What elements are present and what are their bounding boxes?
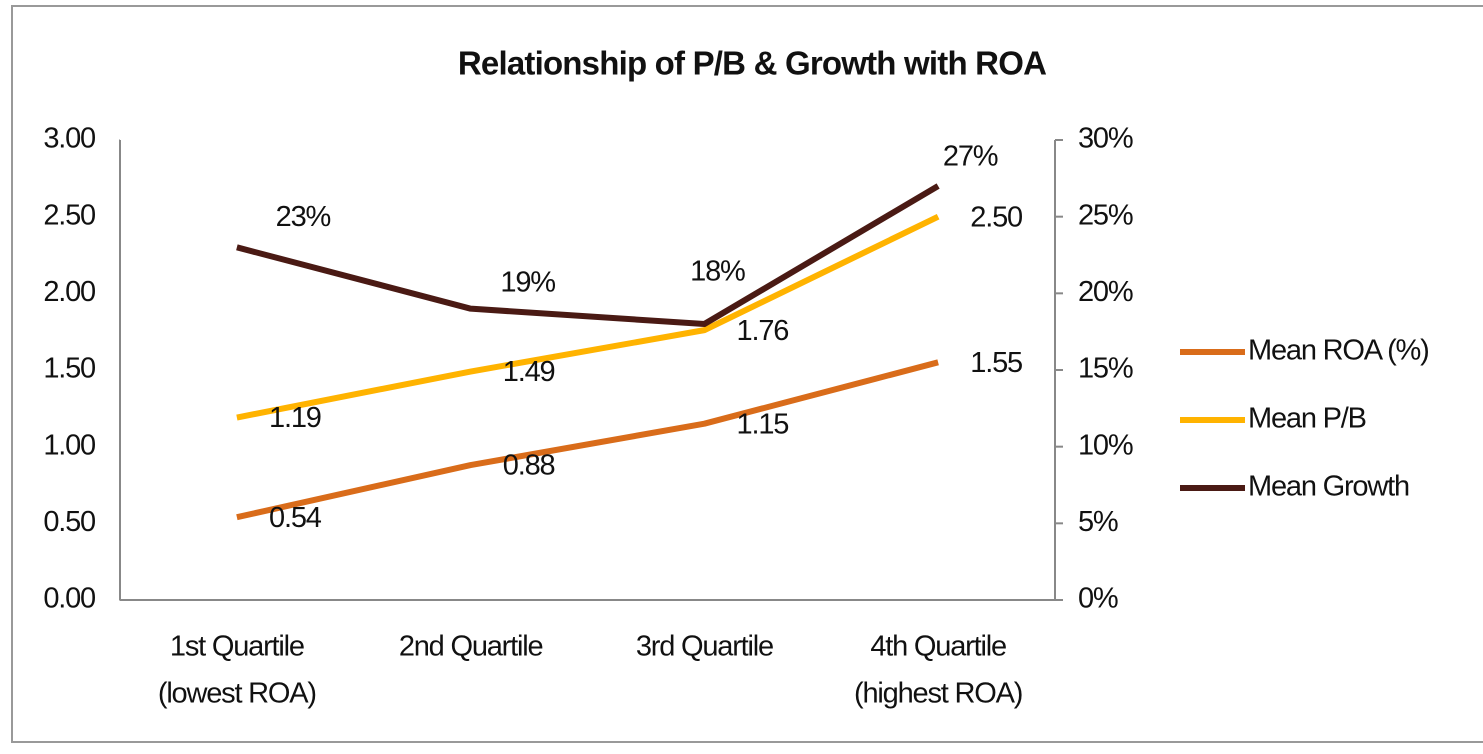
series-line — [236, 359, 939, 521]
data-label: 1.55 — [970, 347, 1022, 379]
chart-title: Relationship of P/B & Growth with ROA — [458, 45, 1046, 82]
y2-tick-label: 25% — [1078, 199, 1133, 231]
data-label: 18% — [690, 256, 745, 288]
y2-tick-label: 30% — [1078, 123, 1133, 155]
chart-frame — [11, 5, 1483, 743]
series-line — [236, 183, 940, 327]
x-tick-label: 2nd Quartile — [399, 631, 543, 663]
data-label: 19% — [500, 266, 555, 298]
y-tick-label: 1.00 — [43, 429, 95, 461]
y2-tick-label: 10% — [1078, 429, 1133, 461]
data-label: 1.19 — [269, 402, 321, 434]
legend-label: Mean Growth — [1248, 471, 1409, 503]
y2-tick-label: 20% — [1078, 276, 1133, 308]
x-tick-label: 3rd Quartile — [636, 631, 773, 663]
x-tick-label: (highest ROA) — [854, 678, 1022, 710]
data-label: 1.49 — [503, 356, 555, 388]
legend-label: Mean P/B — [1248, 403, 1366, 435]
data-label: 1.76 — [737, 315, 789, 347]
series-line — [236, 213, 940, 421]
y-tick-label: 3.00 — [43, 123, 95, 155]
y2-tick-label: 0% — [1078, 583, 1118, 615]
data-label: 2.50 — [970, 201, 1022, 233]
y-tick-label: 1.50 — [43, 353, 95, 385]
data-label: 0.88 — [503, 450, 555, 482]
y-tick-label: 2.50 — [43, 199, 95, 231]
y-tick-label: 0.00 — [43, 583, 95, 615]
x-tick-label: 1st Quartile — [170, 631, 304, 663]
legend-label: Mean ROA (%) — [1248, 335, 1429, 367]
data-label: 23% — [276, 201, 331, 233]
y2-tick-label: 15% — [1078, 353, 1133, 385]
x-tick-label: (lowest ROA) — [158, 678, 316, 710]
y-tick-label: 0.50 — [43, 506, 95, 538]
data-label: 27% — [943, 141, 998, 173]
y-tick-label: 2.00 — [43, 276, 95, 308]
x-tick-label: 4th Quartile — [870, 631, 1006, 663]
y2-tick-label: 5% — [1078, 506, 1118, 538]
data-label: 0.54 — [269, 502, 322, 534]
data-label: 1.15 — [737, 408, 789, 440]
